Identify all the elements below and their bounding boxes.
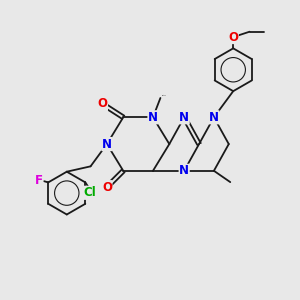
Text: O: O [98,98,107,110]
Text: O: O [102,181,112,194]
Text: O: O [228,31,238,44]
Text: Cl: Cl [83,186,96,199]
Text: N: N [102,138,112,151]
Text: F: F [35,173,43,187]
Text: methyl: methyl [162,94,167,96]
Text: N: N [179,164,189,177]
Text: N: N [209,111,219,124]
Text: N: N [148,111,158,124]
Text: N: N [179,111,189,124]
